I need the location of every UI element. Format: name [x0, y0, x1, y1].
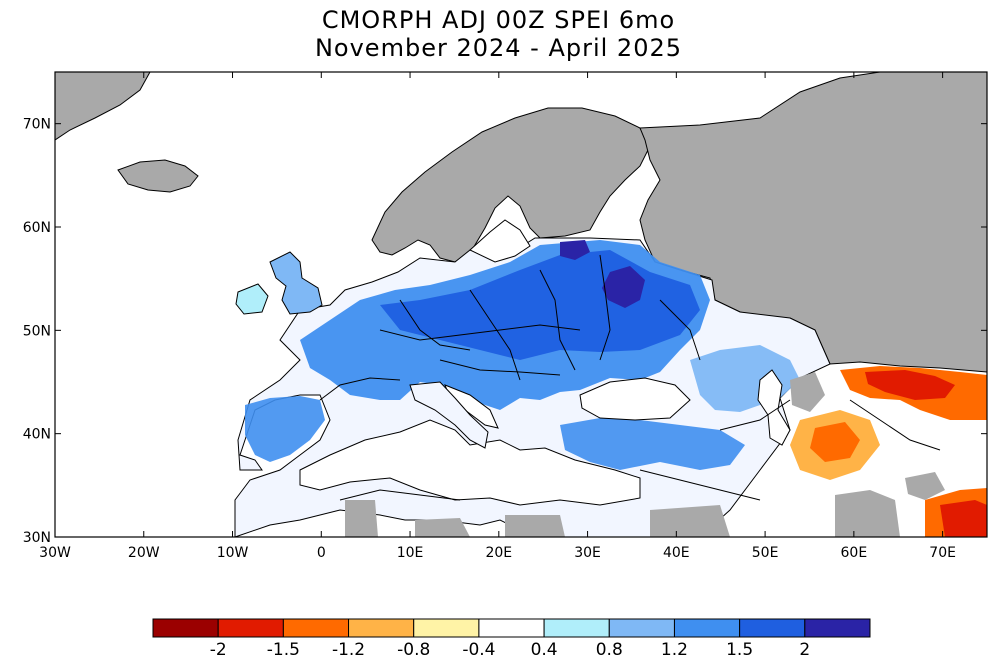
scandinavia-no-data [371, 107, 651, 263]
wet-anomaly-iberia [245, 396, 325, 462]
no-data-patch-afghan [905, 472, 945, 500]
y-tick-label: 70N [23, 117, 51, 133]
no-data-patch-arabia [650, 505, 730, 537]
x-tick-label: 10W [217, 545, 249, 561]
great-britain [269, 251, 323, 315]
no-data-patch-iran [835, 490, 900, 537]
x-tick-label: 30W [39, 545, 71, 561]
ireland [235, 283, 269, 315]
colorbar-label: 0.4 [531, 640, 558, 660]
no-data-patch-turkmen [790, 372, 825, 412]
y-tick-label: 50N [23, 323, 51, 339]
colorbar-label: 1.2 [661, 640, 688, 660]
x-tick-label: 60E [841, 545, 868, 561]
dry-anomaly-core [865, 370, 955, 400]
country-borders [319, 254, 941, 501]
y-tick-label: 60N [23, 220, 51, 236]
map-frame [54, 71, 988, 538]
colorbar-label: 1.5 [726, 640, 753, 660]
map-title-line-2: November 2024 - April 2025 [314, 34, 683, 62]
very-wet-anomaly [602, 266, 645, 308]
colorbar-swatch [217, 618, 284, 638]
greenland-no-data [55, 72, 151, 141]
colorbar-swatch [413, 618, 480, 638]
map-plot-area [55, 72, 987, 537]
x-tick-label: 20E [485, 545, 512, 561]
colorbar-label: 2 [799, 640, 810, 660]
y-axis-ticks: 70N 60N 50N 40N 30N [23, 117, 987, 546]
wet-anomaly-turkey [560, 418, 745, 470]
no-data-patch-libya [415, 518, 470, 537]
no-data-patch-egypt [505, 515, 565, 537]
colorbar-swatch [608, 618, 675, 638]
colorbar-label: -0.8 [397, 640, 430, 660]
caspian-sea [757, 369, 791, 446]
map-title-line-1: CMORPH ADJ 00Z SPEI 6mo [321, 6, 676, 34]
colorbar-label: -1.5 [267, 640, 300, 660]
dry-anomaly-southeast-core [940, 500, 987, 537]
italy [409, 381, 489, 449]
x-tick-label: 10E [397, 545, 424, 561]
very-wet-anomaly-2 [560, 240, 590, 260]
colorbar-label: -1.2 [332, 640, 365, 660]
colorbar-swatch [804, 618, 871, 638]
x-tick-label: 0 [317, 545, 326, 561]
dry-anomaly-iran-core [810, 422, 860, 462]
no-data-patch-sahara [345, 500, 378, 537]
colorbar-swatch [543, 618, 610, 638]
x-tick-label: 50E [752, 545, 779, 561]
x-tick-label: 30E [574, 545, 601, 561]
mediterranean-sea [299, 419, 641, 506]
x-tick-label: 20W [128, 545, 160, 561]
colorbar-swatch [282, 618, 350, 638]
black-sea [579, 377, 691, 421]
colorbar-swatch [348, 618, 415, 638]
x-tick-label: 70E [929, 545, 956, 561]
colorbar-swatch [152, 618, 219, 638]
colorbar-label: 0.8 [596, 640, 623, 660]
y-tick-label: 30N [23, 530, 51, 546]
y-tick-label: 40N [23, 427, 51, 443]
x-axis-ticks: 30W 20W 10W 0 10E 20E 30E 40E 50E 60E 70E [39, 72, 956, 561]
colorbar-swatch [739, 618, 806, 638]
iceland-no-data [117, 159, 199, 193]
colorbar-swatch [478, 618, 545, 638]
colorbar-swatch [673, 618, 741, 638]
x-tick-label: 40E [663, 545, 690, 561]
colorbar-label: -0.4 [462, 640, 495, 660]
baltic-sea [469, 219, 531, 263]
colorbar-label: -2 [210, 640, 227, 660]
colorbar: -2 -1.5 -1.2 -0.8 -0.4 0.4 0.8 1.2 1.5 2 [152, 618, 871, 660]
